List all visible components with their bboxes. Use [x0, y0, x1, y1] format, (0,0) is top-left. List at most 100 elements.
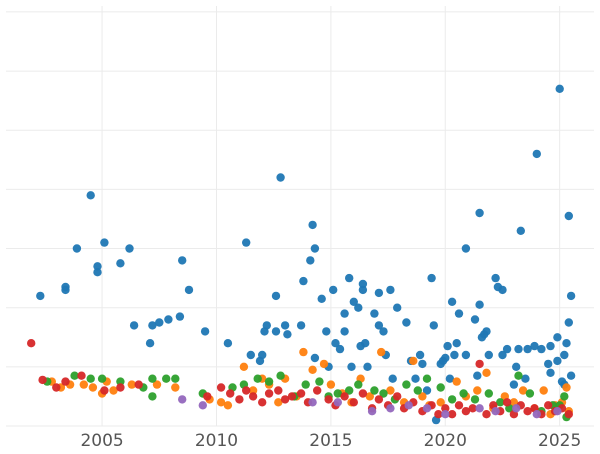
- scatter-point-s0-88: [482, 327, 491, 336]
- scatter-point-s3-30: [393, 392, 402, 401]
- scatter-point-s4-10: [491, 407, 500, 416]
- scatter-point-s0-85: [475, 208, 484, 218]
- scatter-point-s0-83: [473, 371, 482, 380]
- scatter-point-s4-1: [198, 401, 207, 410]
- scatter-point-s0-32: [299, 276, 308, 286]
- scatter-point-s1-36: [452, 377, 461, 386]
- scatter-point-s3-19: [296, 389, 306, 398]
- scatter-point-s3-0: [27, 339, 36, 348]
- scatter-point-s2-37: [525, 389, 535, 398]
- scatter-point-s4-5: [386, 404, 395, 413]
- x-tick-label-4: 2025: [538, 431, 581, 450]
- scatter-point-s2-15: [276, 371, 285, 380]
- scatter-point-s2-34: [496, 398, 505, 407]
- scatter-point-s0-100: [523, 344, 532, 354]
- scatter-point-s0-4: [86, 191, 95, 200]
- x-tick-label-0: 2005: [80, 431, 123, 450]
- scatter-point-s0-0: [36, 291, 45, 301]
- scatter-point-s0-33: [306, 256, 315, 265]
- scatter-point-s0-27: [271, 291, 281, 301]
- scatter-point-s2-7: [148, 374, 157, 383]
- scatter-point-s3-21: [313, 386, 322, 395]
- scatter-point-s0-103: [537, 344, 546, 354]
- scatter-point-s4-8: [441, 410, 450, 419]
- scatter-point-s2-20: [333, 389, 342, 398]
- scatter-point-s0-51: [358, 285, 368, 295]
- scatter-point-s2-21: [345, 386, 354, 395]
- scatter-point-s0-25: [262, 321, 271, 330]
- scatter-point-s0-23: [258, 350, 267, 360]
- scatter-point-s0-90: [491, 273, 500, 283]
- scatter-point-s3-9: [216, 383, 226, 392]
- scatter-point-s0-26: [271, 327, 281, 336]
- scatter-point-s0-60: [388, 374, 397, 383]
- scatter-point-s0-10: [129, 321, 139, 330]
- scatter-point-s0-28: [276, 173, 285, 182]
- scatter-point-s3-37: [447, 410, 457, 419]
- scatter-point-s1-8: [127, 380, 136, 389]
- scatter-point-s0-59: [386, 285, 395, 295]
- scatter-point-s0-99: [521, 374, 530, 383]
- scatter-point-s1-9: [152, 380, 162, 389]
- scatter-point-s3-41: [475, 359, 484, 369]
- scatter-point-s0-11: [145, 339, 155, 348]
- scatter-point-s0-37: [317, 294, 326, 303]
- scatter-point-s1-12: [216, 398, 226, 407]
- scatter-point-s3-12: [242, 386, 251, 395]
- scatter-point-s2-32: [470, 395, 480, 404]
- scatter-point-s4-9: [475, 404, 484, 413]
- scatter-point-s0-80: [461, 350, 471, 360]
- scatter-point-s1-10: [171, 383, 180, 392]
- scatter-point-s2-30: [447, 395, 457, 404]
- scatter-point-s1-13: [223, 401, 233, 410]
- scatter-point-s0-94: [502, 344, 512, 354]
- scatter-point-s0-81: [461, 244, 471, 253]
- scatter-point-s0-96: [512, 362, 521, 371]
- scatter-point-s0-66: [418, 359, 427, 369]
- scatter-point-s0-64: [411, 374, 420, 383]
- scatter-point-s0-78: [452, 339, 461, 348]
- scatter-point-s0-8: [116, 259, 125, 268]
- scatter-point-s0-46: [347, 362, 356, 371]
- scatter-point-s0-55: [374, 321, 384, 330]
- scatter-point-s0-35: [310, 244, 320, 253]
- scatter-point-s1-3: [79, 380, 89, 389]
- scatter-point-s1-18: [274, 398, 283, 407]
- scatter-point-s3-26: [358, 389, 368, 398]
- scatter-point-s0-17: [184, 285, 194, 295]
- scatter-point-s3-36: [441, 404, 450, 413]
- scatter-point-s0-50: [358, 279, 368, 289]
- scatter-point-s0-34: [308, 220, 317, 230]
- scatter-point-s4-2: [308, 398, 317, 407]
- scatter-point-s4-4: [367, 407, 377, 416]
- scatter-point-s2-4: [116, 377, 125, 386]
- scatter-point-s0-75: [445, 374, 455, 383]
- scatter-point-s0-76: [447, 297, 457, 306]
- scatter-point-s2-24: [379, 389, 388, 398]
- scatter-point-s0-53: [363, 362, 372, 371]
- scatter-point-s2-14: [264, 377, 274, 386]
- scatter-point-s0-57: [379, 327, 388, 336]
- scatter-point-s2-3: [97, 374, 107, 383]
- x-tick-label-3: 2020: [424, 431, 467, 450]
- scatter-point-s3-35: [434, 410, 443, 419]
- scatter-point-s4-0: [178, 395, 187, 404]
- scatter-point-s3-7: [134, 380, 143, 389]
- scatter-point-s2-22: [354, 380, 363, 389]
- scatter-point-s0-73: [441, 353, 450, 363]
- scatter-point-s0-61: [393, 303, 402, 312]
- scatter-point-s0-29: [280, 321, 290, 330]
- scatter-point-s0-67: [422, 386, 432, 395]
- x-tick-label-2: 2015: [309, 431, 352, 450]
- scatter-point-s1-33: [418, 392, 427, 401]
- scatter-point-s2-31: [459, 389, 468, 398]
- scatter-point-s1-32: [409, 356, 418, 366]
- scatter-point-s0-36: [310, 353, 320, 363]
- scatter-point-s3-39: [461, 407, 471, 416]
- scatter-point-s1-30: [386, 386, 395, 395]
- scatter-point-s3-25: [349, 398, 358, 407]
- scatter-point-s1-38: [473, 386, 482, 395]
- scatter-point-s3-11: [235, 395, 244, 404]
- scatter-point-s0-7: [100, 238, 109, 247]
